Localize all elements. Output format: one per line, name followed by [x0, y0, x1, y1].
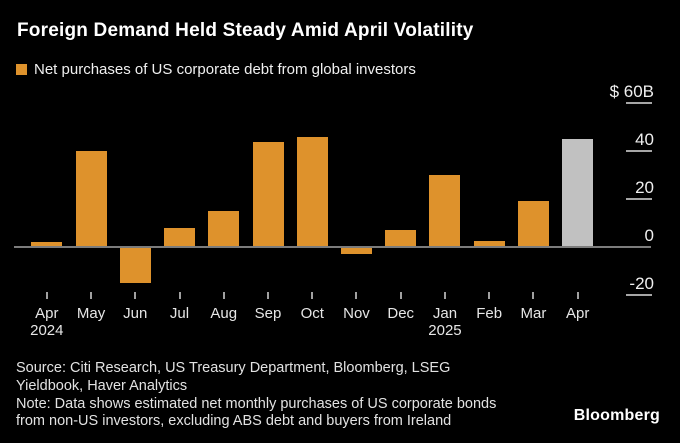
x-month-label: Mar [520, 305, 547, 322]
bar-aug-4 [208, 211, 240, 247]
y-tick-dash [626, 198, 652, 201]
x-tick [222, 292, 225, 299]
bar-nov-7 [340, 247, 372, 255]
x-tick [134, 292, 137, 299]
x-tick [399, 292, 402, 299]
bar-jan-9 [429, 175, 461, 247]
y-tick-label: 0 [644, 226, 654, 245]
bar-apr-0 [31, 242, 63, 247]
legend: Net purchases of US corporate debt from … [16, 60, 416, 78]
x-year-label: 2025 [428, 322, 462, 339]
x-month-label: Feb [476, 305, 503, 322]
x-month-label: Aug [210, 305, 238, 322]
x-month-label: Oct [300, 305, 324, 322]
x-tick [443, 292, 446, 299]
x-tick [45, 292, 48, 299]
bar-jul-3 [164, 227, 196, 247]
zero-axis-line [14, 246, 651, 248]
bar-sep-5 [252, 141, 284, 247]
source-line: Yieldbook, Haver Analytics [16, 377, 188, 394]
bar-mar-11 [517, 201, 549, 247]
bar-feb-10 [473, 241, 505, 247]
bar-jun-2 [119, 247, 151, 283]
y-tick-dash [626, 150, 652, 153]
x-tick [355, 292, 358, 299]
x-tick [267, 292, 269, 299]
x-tick [90, 292, 93, 299]
x-tick [576, 292, 579, 299]
x-month-label: May [76, 305, 106, 322]
chart-title: Foreign Demand Held Steady Amid April Vo… [17, 20, 474, 41]
note-line: from non-US investors, excluding ABS deb… [16, 413, 452, 430]
y-tick-label: 40 [635, 130, 654, 150]
legend-swatch-icon [16, 63, 27, 75]
bar-apr-12 [562, 139, 594, 247]
x-month-label: Jan [432, 305, 458, 322]
y-tick-dash [626, 102, 652, 105]
y-tick-label: -20 [629, 273, 654, 293]
bar-oct-6 [296, 136, 328, 247]
source-line: Source: Citi Research, US Treasury Depar… [16, 360, 451, 376]
x-month-label: Jul [169, 305, 190, 322]
source-note: Source: Citi Research, US Treasury Depar… [16, 360, 496, 431]
x-month-label: Apr [566, 305, 590, 322]
x-tick [178, 292, 181, 299]
bar-may-1 [75, 151, 107, 247]
x-year-label: 2024 [30, 322, 64, 339]
x-tick [488, 292, 491, 299]
x-month-label: Nov [343, 305, 370, 322]
bar-dec-8 [385, 230, 417, 247]
y-tick-label: $ 60B [609, 82, 654, 102]
note-line: Note: Data shows estimated net monthly p… [16, 395, 497, 412]
x-month-label: Dec [387, 305, 415, 322]
x-month-label: Jun [123, 305, 148, 322]
x-month-label: Apr [35, 305, 59, 322]
x-month-label: Sep [254, 305, 282, 322]
bloomberg-logo: Bloomberg [573, 407, 660, 424]
y-tick-dash [626, 293, 652, 296]
x-tick [311, 292, 314, 299]
y-tick-label: 20 [635, 178, 654, 198]
x-tick [532, 292, 535, 299]
legend-label: Net purchases of US corporate debt from … [34, 60, 416, 78]
